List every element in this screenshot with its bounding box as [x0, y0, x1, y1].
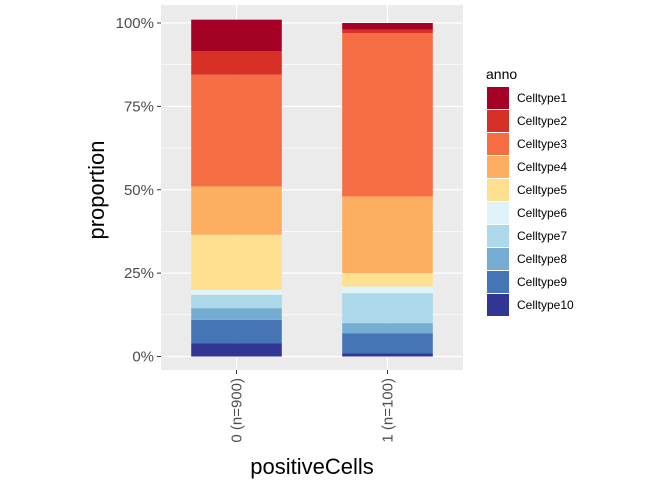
legend-key-celltype6 — [487, 202, 509, 224]
bar-segment-celltype1-1 — [342, 23, 433, 30]
legend-key-celltype9 — [487, 271, 509, 293]
bar-segment-celltype10-0 — [191, 343, 282, 357]
legend-label-celltype10: Celltype10 — [517, 298, 574, 312]
bar-segment-celltype5-0 — [191, 234, 282, 290]
bar-segment-celltype9-0 — [191, 319, 282, 344]
bar-segment-celltype3-1 — [342, 33, 433, 197]
bar-segment-celltype8-1 — [342, 323, 433, 334]
bar-segment-celltype3-0 — [191, 74, 282, 187]
bar-segment-celltype2-1 — [342, 29, 433, 34]
bar-segment-celltype5-1 — [342, 273, 433, 287]
y-tick-label: 75% — [124, 98, 154, 115]
legend-label-celltype3: Celltype3 — [517, 137, 567, 151]
x-axis: 0 (n=900) 1 (n=100) — [229, 370, 397, 443]
bar-segment-celltype2-0 — [191, 51, 282, 75]
bar-segment-celltype4-0 — [191, 186, 282, 235]
y-axis: 0% 25% 50% 75% 100% — [116, 15, 161, 366]
legend-label-celltype4: Celltype4 — [517, 160, 567, 174]
legend-key-celltype8 — [487, 248, 509, 270]
bar-segment-celltype7-1 — [342, 293, 433, 324]
legend-key-celltype1 — [487, 87, 509, 109]
bar-segment-celltype6-1 — [342, 286, 433, 294]
x-axis-title: positiveCells — [250, 454, 374, 479]
bars — [191, 19, 433, 357]
legend-label-celltype1: Celltype1 — [517, 91, 567, 105]
legend: anno Celltype1Celltype2Celltype3Celltype… — [486, 66, 574, 316]
y-axis-title: proportion — [84, 140, 109, 239]
bar-segment-celltype4-1 — [342, 196, 433, 274]
bar-segment-celltype6-0 — [191, 289, 282, 295]
legend-title: anno — [486, 66, 517, 82]
y-tick-label: 100% — [116, 15, 154, 32]
legend-key-celltype10 — [487, 294, 509, 316]
bar-segment-celltype1-0 — [191, 19, 282, 52]
bar-segment-celltype10-1 — [342, 353, 433, 357]
y-tick-label: 25% — [124, 265, 154, 282]
legend-label-celltype2: Celltype2 — [517, 114, 567, 128]
bar-segment-celltype8-0 — [191, 308, 282, 320]
legend-key-celltype3 — [487, 133, 509, 155]
y-tick-label: 0% — [132, 349, 154, 366]
legend-label-celltype5: Celltype5 — [517, 183, 567, 197]
legend-label-celltype8: Celltype8 — [517, 252, 567, 266]
legend-key-celltype5 — [487, 179, 509, 201]
legend-items: Celltype1 Celltype2 Celltype3 Celltype4 Cell… — [487, 87, 574, 316]
legend-label-celltype6: Celltype6 — [517, 206, 567, 220]
y-tick-label: 50% — [124, 182, 154, 199]
bar-segment-celltype7-0 — [191, 294, 282, 309]
bar-segment-celltype9-1 — [342, 333, 433, 354]
x-tick-label: 1 (n=100) — [380, 378, 397, 443]
x-tick-label: 0 (n=900) — [229, 378, 246, 443]
legend-label-celltype9: Celltype9 — [517, 275, 567, 289]
legend-key-celltype4 — [487, 156, 509, 178]
legend-key-celltype2 — [487, 110, 509, 132]
legend-label-celltype7: Celltype7 — [517, 229, 567, 243]
legend-key-celltype7 — [487, 225, 509, 247]
